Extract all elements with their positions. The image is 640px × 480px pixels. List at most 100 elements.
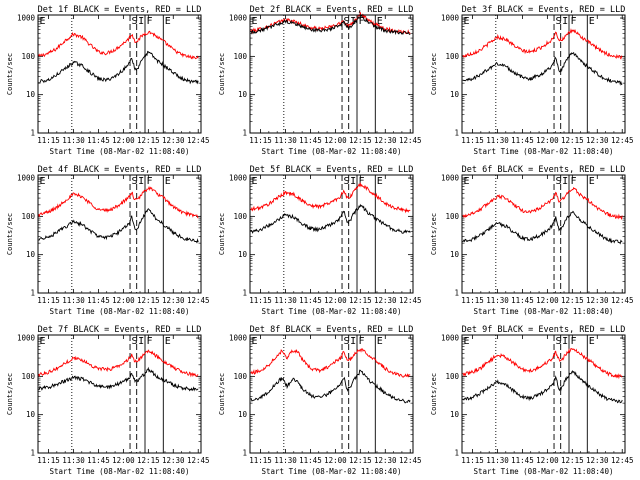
event-marker-label: S — [556, 176, 562, 187]
panel-title: Det 6f BLACK = Events, RED = LLD — [462, 165, 626, 175]
event-marker-label: E — [40, 16, 46, 27]
y-tick-label: 1000 — [229, 334, 248, 343]
y-axis-label: Counts/sec — [430, 213, 438, 255]
y-tick-label: 100 — [233, 52, 247, 61]
y-tick-label: 10 — [26, 410, 36, 419]
x-tick-label: 11:30 — [62, 296, 85, 305]
y-tick-label: 1 — [242, 289, 247, 298]
y-tick-label: 100 — [233, 372, 247, 381]
event-marker-label: E — [377, 336, 383, 347]
event-marker-label: I — [350, 176, 356, 187]
x-tick-label: 11:45 — [87, 456, 110, 465]
x-tick-label: 12:30 — [162, 456, 185, 465]
event-marker-label: E — [464, 16, 470, 27]
x-tick-label: 12:15 — [137, 136, 160, 145]
events-series-line — [250, 369, 411, 404]
y-tick-label: 10 — [26, 90, 36, 99]
event-marker-label: E — [252, 176, 258, 187]
x-tick-label: 12:45 — [399, 296, 422, 305]
x-tick-label: 11:30 — [274, 136, 297, 145]
event-marker-label: E — [40, 336, 46, 347]
lld-series-line — [250, 348, 411, 378]
lld-series-line — [38, 185, 199, 219]
y-tick-label: 1 — [242, 129, 247, 138]
x-tick-label: 11:15 — [461, 136, 484, 145]
x-tick-label: 12:45 — [187, 456, 210, 465]
event-marker-label: E — [377, 176, 383, 187]
event-marker-label: F — [571, 16, 577, 27]
x-tick-label: 11:15 — [37, 296, 60, 305]
x-tick-label: 11:30 — [62, 456, 85, 465]
x-tick-label: 11:45 — [299, 296, 322, 305]
events-series-line — [462, 210, 623, 245]
lld-series-line — [462, 28, 623, 60]
y-tick-label: 100 — [233, 212, 247, 221]
y-axis-label: Counts/sec — [6, 53, 14, 95]
event-marker-label: F — [147, 336, 153, 347]
x-tick-label: 12:00 — [112, 456, 135, 465]
y-tick-label: 100 — [445, 212, 459, 221]
y-tick-label: 10 — [26, 250, 36, 259]
x-tick-label: 12:15 — [349, 296, 372, 305]
event-marker-label: I — [562, 336, 568, 347]
x-axis-label: Start Time (08-Mar-02 11:08:40) — [50, 307, 190, 316]
panel-title: Det 3f BLACK = Events, RED = LLD — [462, 5, 626, 15]
event-marker-label: S — [344, 16, 350, 27]
event-marker-label: I — [138, 16, 144, 27]
plot-frame — [249, 174, 414, 294]
x-tick-label: 11:45 — [511, 456, 534, 465]
y-axis-label: Counts/sec — [218, 213, 226, 255]
lld-series-line — [250, 181, 411, 214]
y-tick-label: 1000 — [17, 334, 36, 343]
x-axis-label: Start Time (08-Mar-02 11:08:40) — [474, 307, 614, 316]
event-marker-label: F — [359, 176, 365, 187]
y-tick-label: 100 — [21, 212, 35, 221]
x-tick-label: 12:45 — [399, 456, 422, 465]
x-axis-label: Start Time (08-Mar-02 11:08:40) — [474, 147, 614, 156]
x-tick-label: 11:45 — [87, 296, 110, 305]
event-marker-label: E — [165, 336, 171, 347]
x-tick-label: 12:00 — [324, 136, 347, 145]
y-tick-label: 10 — [450, 410, 460, 419]
x-tick-label: 12:15 — [561, 456, 584, 465]
x-tick-label: 12:45 — [187, 296, 210, 305]
y-tick-label: 1000 — [441, 14, 460, 23]
y-tick-label: 1000 — [441, 334, 460, 343]
x-tick-label: 11:15 — [37, 456, 60, 465]
event-marker-label: I — [562, 16, 568, 27]
y-tick-label: 1000 — [17, 14, 36, 23]
x-tick-label: 12:00 — [324, 296, 347, 305]
events-series-line — [250, 203, 411, 234]
x-tick-label: 12:30 — [374, 456, 397, 465]
y-tick-label: 10 — [450, 250, 460, 259]
x-tick-label: 12:45 — [611, 136, 634, 145]
y-tick-label: 10 — [238, 410, 248, 419]
events-series-line — [38, 50, 199, 85]
event-marker-label: E — [464, 336, 470, 347]
x-axis-label: Start Time (08-Mar-02 11:08:40) — [50, 147, 190, 156]
x-tick-label: 12:15 — [349, 136, 372, 145]
events-series-line — [462, 51, 623, 86]
x-tick-label: 12:15 — [137, 296, 160, 305]
y-tick-label: 1000 — [229, 174, 248, 183]
panel-title: Det 4f BLACK = Events, RED = LLD — [38, 165, 202, 175]
event-marker-label: I — [562, 176, 568, 187]
x-tick-label: 12:45 — [399, 136, 422, 145]
plot-frame — [249, 14, 414, 134]
y-tick-label: 100 — [445, 372, 459, 381]
detector-panel: Det 3f BLACK = Events, RED = LLD Counts/s… — [430, 5, 634, 156]
event-marker-label: E — [377, 16, 383, 27]
x-tick-label: 11:15 — [249, 136, 272, 145]
y-tick-label: 1000 — [441, 174, 460, 183]
x-tick-label: 12:45 — [611, 296, 634, 305]
x-tick-label: 12:00 — [324, 456, 347, 465]
event-marker-label: I — [350, 336, 356, 347]
plot-frame — [249, 334, 414, 454]
event-marker-label: F — [147, 16, 153, 27]
x-tick-label: 11:15 — [461, 296, 484, 305]
x-tick-label: 11:30 — [274, 296, 297, 305]
event-marker-label: I — [138, 336, 144, 347]
event-marker-label: F — [571, 336, 577, 347]
y-axis-label: Counts/sec — [218, 53, 226, 95]
x-tick-label: 11:15 — [461, 456, 484, 465]
